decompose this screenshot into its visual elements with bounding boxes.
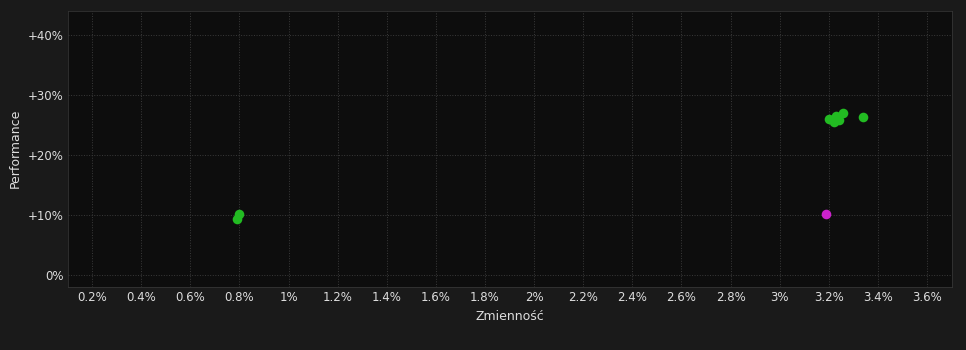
Point xyxy=(232,211,247,217)
Point xyxy=(831,117,846,123)
Point xyxy=(826,119,841,125)
Point xyxy=(818,211,834,216)
Point xyxy=(856,114,871,120)
Y-axis label: Performance: Performance xyxy=(9,109,22,188)
Point xyxy=(229,216,244,222)
Point xyxy=(829,113,844,119)
Point xyxy=(836,110,851,116)
X-axis label: Zmienność: Zmienność xyxy=(475,310,544,323)
Point xyxy=(821,116,837,121)
